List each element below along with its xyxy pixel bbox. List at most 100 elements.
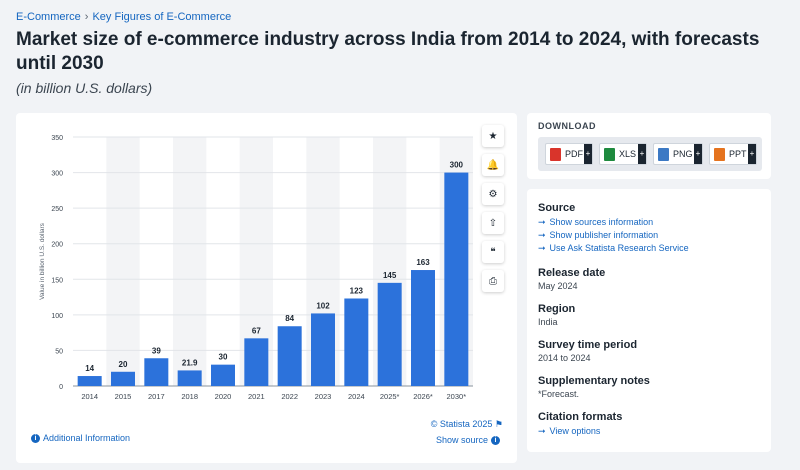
source-links: ➞ Show sources information ➞ Show publishe…: [538, 216, 760, 255]
bar: [211, 364, 235, 386]
bar-value-label: 39: [152, 346, 161, 355]
notification-bell-icon[interactable]: 🔔: [482, 154, 504, 176]
y-tick-label: 300: [51, 171, 63, 178]
credit-text: © Statista 2025: [430, 419, 493, 429]
bar-value-label: 163: [416, 258, 430, 267]
plus-icon: +: [638, 144, 646, 164]
page-title: Market size of e-commerce industry acros…: [16, 29, 760, 74]
bar: [377, 282, 402, 386]
breadcrumb-link-key-figures[interactable]: Key Figures of E-Commerce: [92, 11, 232, 23]
source-heading: Source: [538, 202, 576, 214]
bar-value-label: 20: [119, 360, 128, 369]
x-tick-label: 2018: [181, 392, 198, 401]
bar: [411, 270, 435, 386]
show-sources-link[interactable]: ➞ Show sources information: [538, 216, 760, 229]
bar: [77, 376, 102, 386]
download-card: DOWNLOAD PDF + XLS + PNG + PPT +: [527, 113, 771, 179]
bar-value-label: 300: [450, 161, 464, 170]
bar: [444, 172, 469, 386]
print-icon[interactable]: ⎙: [482, 270, 504, 292]
breadcrumb-separator: ›: [84, 11, 89, 23]
breadcrumb: E-Commerce › Key Figures of E-Commerce: [16, 11, 231, 23]
bar-value-label: 21.9: [182, 358, 198, 367]
info-icon: i: [491, 436, 500, 446]
show-publisher-link[interactable]: ➞ Show publisher information: [538, 229, 760, 242]
bar-value-label: 30: [219, 353, 228, 362]
x-tick-label: 2026*: [413, 392, 433, 401]
bar: [344, 298, 369, 386]
y-tick-label: 250: [51, 206, 63, 213]
x-tick-label: 2022: [281, 392, 298, 401]
survey-period-value: 2014 to 2024: [538, 353, 591, 363]
download-png-label: PNG: [673, 149, 693, 159]
download-ppt-button[interactable]: PPT +: [709, 143, 757, 165]
bar-value-label: 145: [383, 271, 397, 280]
bar-value-label: 84: [285, 314, 294, 323]
region-value: India: [538, 317, 558, 327]
bar-chart: 0 50 100 150 200 250 300 350 14 2014 20 2015 39 2017 2…: [39, 135, 473, 401]
show-publisher-text: Show publisher information: [549, 230, 659, 240]
bar: [144, 358, 169, 386]
x-tick-label: 2023: [315, 392, 332, 401]
additional-information-link[interactable]: i Additional Information: [28, 433, 131, 444]
supplementary-notes-heading: Supplementary notes: [538, 375, 650, 387]
chart-card: 0 50 100 150 200 250 300 350 14 2014 20 2015 39 2017 2…: [16, 113, 517, 463]
plus-icon: +: [694, 144, 702, 164]
statista-credit[interactable]: © Statista 2025 ⚑: [431, 419, 503, 430]
download-xls-label: XLS: [619, 149, 637, 159]
info-icon: i: [31, 434, 40, 444]
release-date-heading: Release date: [538, 267, 606, 279]
flag-icon: ⚑: [494, 419, 503, 429]
ask-statista-link[interactable]: ➞ Use Ask Statista Research Service: [538, 242, 760, 255]
bar: [277, 326, 302, 386]
bar: [111, 371, 135, 386]
ask-statista-text: Use Ask Statista Research Service: [549, 243, 689, 253]
x-tick-label: 2017: [148, 392, 165, 401]
metadata-card: Source ➞ Show sources information ➞ Show p…: [527, 189, 771, 452]
survey-period-heading: Survey time period: [538, 339, 638, 351]
y-tick-label: 100: [51, 313, 63, 320]
ppt-file-icon: [714, 147, 725, 161]
arrow-right-icon: ➞: [538, 230, 546, 240]
breadcrumb-link-ecommerce[interactable]: E-Commerce: [16, 11, 81, 23]
citation-formats-heading: Citation formats: [538, 411, 623, 423]
bar-value-label: 67: [252, 326, 261, 335]
favorite-star-icon[interactable]: ★: [482, 125, 504, 147]
x-tick-label: 2021: [248, 392, 265, 401]
y-tick-label: 200: [51, 242, 63, 249]
view-options-link[interactable]: ➞ View options: [538, 425, 760, 438]
x-tick-label: 2015: [115, 392, 132, 401]
share-icon[interactable]: ⇧: [482, 212, 504, 234]
download-xls-button[interactable]: XLS +: [599, 143, 647, 165]
download-pdf-button[interactable]: PDF +: [545, 143, 593, 165]
download-buttons: PDF + XLS + PNG + PPT +: [538, 137, 762, 171]
cite-quote-icon[interactable]: ❝: [482, 241, 504, 263]
download-png-button[interactable]: PNG +: [653, 143, 703, 165]
bar: [177, 370, 202, 386]
x-tick-label: 2020: [215, 392, 232, 401]
additional-information-text: Additional Information: [43, 433, 131, 443]
plus-icon: +: [748, 144, 756, 164]
settings-gear-icon[interactable]: ⚙: [482, 183, 504, 205]
plus-icon: +: [584, 144, 592, 164]
y-axis-label: Value in billion U.S. dollars: [39, 222, 46, 300]
y-tick-label: 150: [51, 277, 63, 284]
supplementary-notes-value: *Forecast.: [538, 389, 580, 399]
y-tick-label: 350: [51, 135, 63, 142]
y-tick-label: 50: [55, 348, 63, 355]
y-tick-label: 0: [59, 384, 63, 391]
region-heading: Region: [538, 303, 576, 315]
bar-value-label: 14: [85, 364, 94, 373]
x-tick-label: 2024: [348, 392, 365, 401]
category-band: [106, 137, 140, 386]
download-ppt-label: PPT: [729, 149, 747, 159]
pdf-file-icon: [550, 147, 561, 161]
bar-value-label: 102: [316, 301, 330, 310]
bar: [311, 313, 335, 386]
show-sources-text: Show sources information: [549, 217, 654, 227]
download-label: DOWNLOAD: [538, 121, 596, 131]
show-source-link[interactable]: Show source i: [436, 435, 503, 446]
view-options-text: View options: [549, 426, 601, 436]
x-tick-label: 2025*: [380, 392, 400, 401]
png-file-icon: [658, 147, 669, 161]
